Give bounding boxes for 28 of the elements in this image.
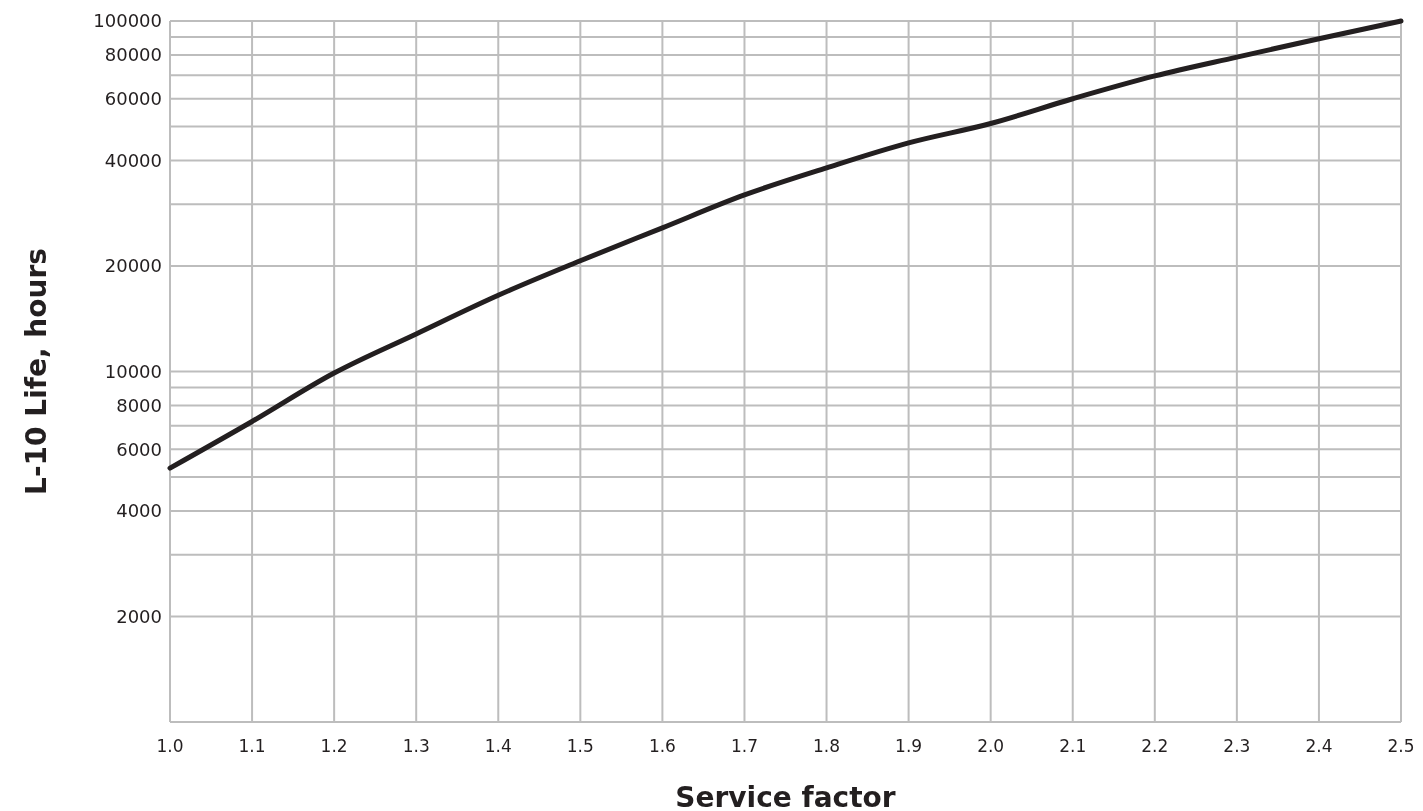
y-tick-label: 4000 — [116, 500, 162, 522]
y-tick-label: 80000 — [104, 44, 162, 66]
x-tick-label: 2.4 — [1305, 736, 1333, 756]
x-axis-title: Service factor — [675, 781, 896, 811]
y-tick-label: 20000 — [104, 255, 162, 277]
x-tick-label: 1.9 — [895, 736, 923, 756]
x-tick-label: 1.6 — [648, 736, 676, 756]
y-tick-label: 6000 — [116, 438, 162, 460]
y-tick-label: 8000 — [116, 394, 162, 416]
x-tick-label: 2.1 — [1059, 736, 1087, 756]
x-tick-label: 2.3 — [1223, 736, 1251, 756]
x-tick-label: 2.2 — [1141, 736, 1169, 756]
x-tick-label: 1.4 — [484, 736, 512, 756]
x-tick-label: 1.0 — [156, 736, 184, 756]
x-tick-label: 2.0 — [977, 736, 1005, 756]
y-tick-label: 10000 — [104, 360, 162, 382]
x-tick-label: 1.2 — [320, 736, 348, 756]
y-tick-label: 100000 — [93, 10, 162, 32]
x-tick-label: 1.5 — [566, 736, 594, 756]
x-tick-label: 1.1 — [238, 736, 266, 756]
x-tick-label: 1.3 — [402, 736, 430, 756]
x-tick-label: 1.8 — [813, 736, 841, 756]
y-axis-title: L-10 Life, hours — [20, 248, 53, 495]
x-tick-label: 2.5 — [1387, 736, 1415, 756]
y-tick-label: 40000 — [104, 149, 162, 171]
x-tick-label: 1.7 — [730, 736, 758, 756]
y-tick-label: 2000 — [116, 605, 162, 627]
y-tick-label: 60000 — [104, 88, 162, 110]
